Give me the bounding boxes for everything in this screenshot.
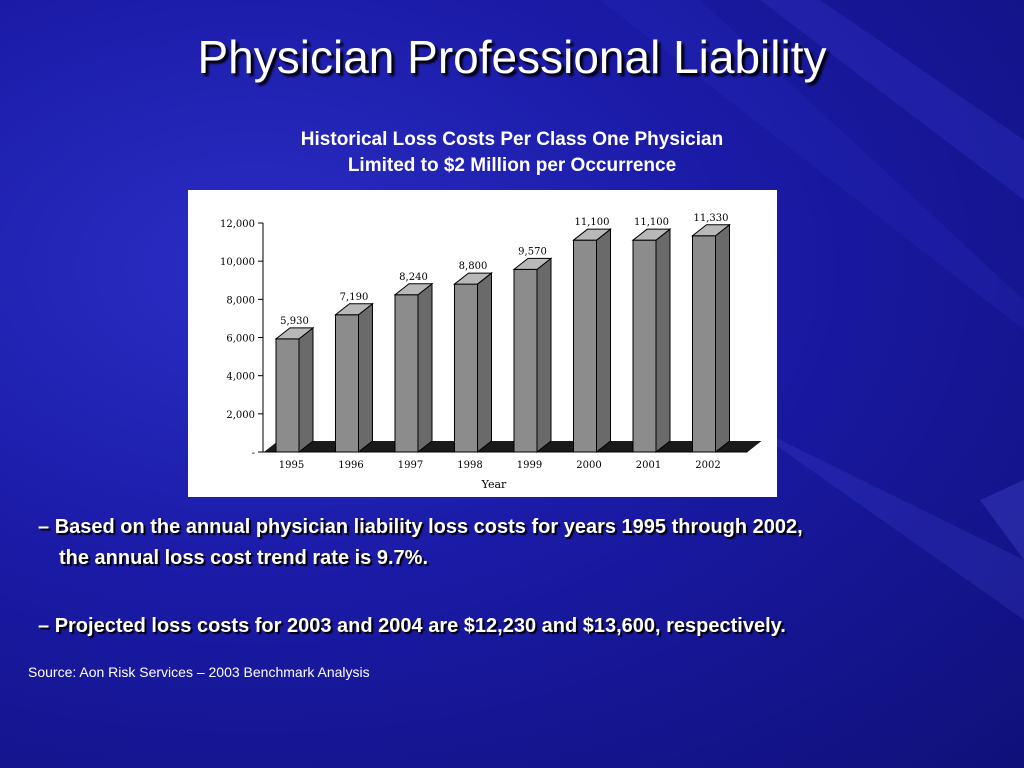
- bullet-text-line2: the annual loss cost trend rate is 9.7%.: [59, 547, 429, 569]
- bar-top: [691, 224, 731, 237]
- y-tick-label: -: [252, 448, 255, 459]
- y-tick-label: 2,000: [226, 410, 255, 421]
- bar-side: [358, 302, 373, 454]
- chart-subtitle-line2: Limited to $2 Million per Occurrence: [347, 155, 677, 176]
- x-tick-label: 2001: [636, 460, 661, 471]
- bar-chart-panel: - 2,000 4,000 6,000 8,000 10,000 12,000 5,930 19…: [188, 190, 777, 497]
- x-tick-label: 1997: [398, 460, 423, 471]
- y-tick-label: 8,000: [226, 295, 255, 306]
- bar-value-label: 11,100: [575, 217, 610, 228]
- bar-value-label: 7,190: [340, 292, 369, 303]
- bar-side: [715, 223, 730, 454]
- x-tick-label: 1999: [517, 460, 542, 471]
- bar-front: [632, 239, 657, 453]
- bullet-text-line1: Based on the annual physician liability …: [54, 516, 803, 538]
- y-tick-label: 10,000: [220, 257, 255, 268]
- bar-top: [572, 228, 612, 241]
- y-tick-label: 12,000: [220, 219, 255, 230]
- bar-side: [655, 228, 671, 454]
- slide-title: Physician Professional Liability: [197, 31, 827, 83]
- bullet-trend-rate: – Based on the annual physician liabilit…: [38, 512, 998, 574]
- bar-chart: - 2,000 4,000 6,000 8,000 10,000 12,000 5,930 19…: [220, 213, 762, 491]
- bar-front: [692, 235, 716, 453]
- chart-subtitle-line1: Historical Loss Costs Per Class One Phys…: [300, 129, 724, 150]
- bar-top: [631, 228, 672, 241]
- bar-side: [477, 272, 492, 454]
- bar-value-label: 5,930: [280, 316, 309, 327]
- bar-side: [298, 326, 314, 454]
- y-tick-label: 6,000: [226, 334, 255, 345]
- x-tick-label: 2002: [695, 460, 720, 471]
- bullet-projection: – Projected loss costs for 2003 and 2004…: [38, 611, 998, 642]
- bar-value-label: 8,800: [459, 261, 488, 272]
- x-tick-label: 1996: [338, 460, 363, 471]
- bullet-dash: –: [38, 615, 55, 637]
- x-tick-label: 2000: [576, 460, 601, 471]
- bar-top: [393, 283, 434, 296]
- bar-top: [512, 257, 553, 270]
- bar-front: [513, 268, 538, 453]
- bar-value-label: 11,100: [634, 217, 669, 228]
- bar-top: [334, 303, 374, 316]
- x-axis-label: Year: [481, 478, 507, 491]
- bullet-text: Projected loss costs for 2003 and 2004 a…: [54, 615, 786, 637]
- bar-front: [394, 294, 419, 453]
- y-tick-label: 4,000: [226, 372, 255, 383]
- bar-value-label: 8,240: [399, 272, 428, 283]
- bar-front: [335, 314, 359, 453]
- x-tick-label: 1998: [457, 460, 482, 471]
- bar-side: [417, 282, 433, 454]
- bar-value-label: 9,570: [518, 246, 547, 257]
- bar-side: [536, 257, 552, 454]
- bullet-dash: –: [38, 516, 55, 538]
- bar-side: [596, 228, 611, 454]
- x-tick-label: 1995: [279, 460, 304, 471]
- bar-front: [275, 338, 300, 453]
- bar-front: [454, 283, 478, 453]
- bar-top: [453, 272, 493, 285]
- source-note: Source: Aon Risk Services – 2003 Benchma…: [28, 664, 370, 680]
- bar-top: [274, 327, 315, 340]
- bar-value-label: 11,330: [694, 213, 729, 224]
- bar-front: [573, 239, 597, 453]
